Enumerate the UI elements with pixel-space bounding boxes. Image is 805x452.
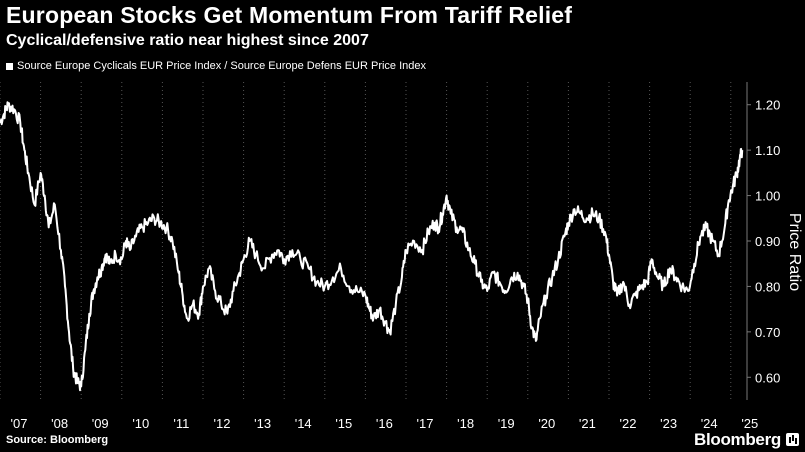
x-tick-label: '13 [254, 416, 271, 431]
grid [0, 82, 732, 400]
x-axis-ticks: '07 '08 '09 '10 '11 '12 '13 '14 '15 '16 '17 '18 '19 '… [11, 416, 759, 431]
y-axis-title: Price Ratio [786, 213, 803, 291]
source-note: Source: Bloomberg [6, 434, 109, 446]
brand-logo: Bloomberg [693, 430, 781, 449]
y-tick-label: 0.80 [755, 279, 780, 294]
x-tick-label: '19 [498, 416, 515, 431]
legend-label: Source Europe Cyclicals EUR Price Index … [17, 60, 427, 72]
x-tick-label: '24 [701, 416, 718, 431]
x-tick-label: '16 [376, 416, 393, 431]
x-tick-label: '08 [51, 416, 68, 431]
y-tick-label: 1.20 [755, 98, 780, 113]
x-tick-label: '17 [417, 416, 434, 431]
x-tick-label: '11 [173, 416, 189, 431]
chart-title: European Stocks Get Momentum From Tariff… [6, 2, 573, 28]
x-tick-label: '14 [295, 416, 312, 431]
y-tick-label: 1.00 [755, 189, 780, 204]
y-tick-label: 0.60 [755, 370, 780, 385]
legend-swatch [6, 62, 13, 70]
x-tick-label: '22 [620, 416, 637, 431]
x-tick-label: '12 [214, 416, 231, 431]
x-tick-label: '23 [660, 416, 677, 431]
legend: Source Europe Cyclicals EUR Price Index … [6, 60, 426, 72]
y-tick-label: 0.70 [755, 325, 780, 340]
x-tick-label: '10 [132, 416, 149, 431]
series-line [0, 101, 744, 392]
y-tick-label: 1.10 [755, 143, 780, 158]
x-tick-label: '18 [457, 416, 474, 431]
x-tick-label: '21 [579, 416, 596, 431]
x-tick-label: '20 [538, 416, 555, 431]
x-tick-label: '09 [92, 416, 109, 431]
y-axis-ticks: 0.60 0.70 0.80 0.90 1.00 1.10 1.20 [747, 98, 780, 385]
x-tick-label: '15 [335, 416, 352, 431]
x-tick-label: '07 [11, 416, 28, 431]
y-tick-label: 0.90 [755, 234, 780, 249]
x-tick-label: '25 [741, 416, 758, 431]
bloomberg-chart-icon [786, 433, 799, 446]
chart-subtitle: Cyclical/defensive ratio near highest si… [6, 32, 369, 49]
